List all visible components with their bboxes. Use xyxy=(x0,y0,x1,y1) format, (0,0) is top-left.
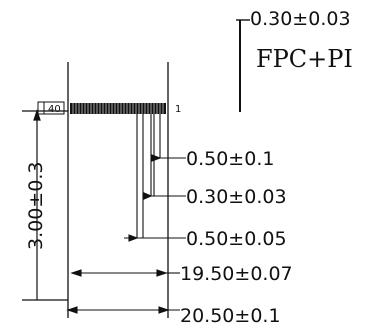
pin-mark-right-label: 1 xyxy=(175,104,181,115)
dim-line-5 xyxy=(66,306,180,314)
dimension-label-2: 0.30±0.03 xyxy=(186,186,287,208)
dim-line-4 xyxy=(70,269,180,277)
contact-pins xyxy=(72,103,164,114)
pin-mark-left-label: 40 xyxy=(48,104,61,115)
dimension-label-4: 19.50±0.07 xyxy=(180,263,293,285)
material-label: FPC+PI xyxy=(256,45,353,73)
dim-line-1 xyxy=(151,154,186,162)
thickness-dimension: 0.30±0.03 xyxy=(250,8,351,30)
height-dimension: 3.00±0.3 xyxy=(25,162,47,250)
pin-extension-lines xyxy=(136,114,161,238)
dim-line-3 xyxy=(124,234,186,242)
fpc-outline xyxy=(67,62,169,318)
pin-mark-left xyxy=(37,101,65,115)
height-dimension-line xyxy=(22,109,68,301)
thickness-callout xyxy=(236,19,250,112)
dimension-label-3: 0.50±0.05 xyxy=(186,228,287,250)
dimension-label-1: 0.50±0.1 xyxy=(186,148,274,170)
dim-line-2 xyxy=(143,192,186,200)
dimension-label-5: 20.50±0.1 xyxy=(180,305,281,327)
